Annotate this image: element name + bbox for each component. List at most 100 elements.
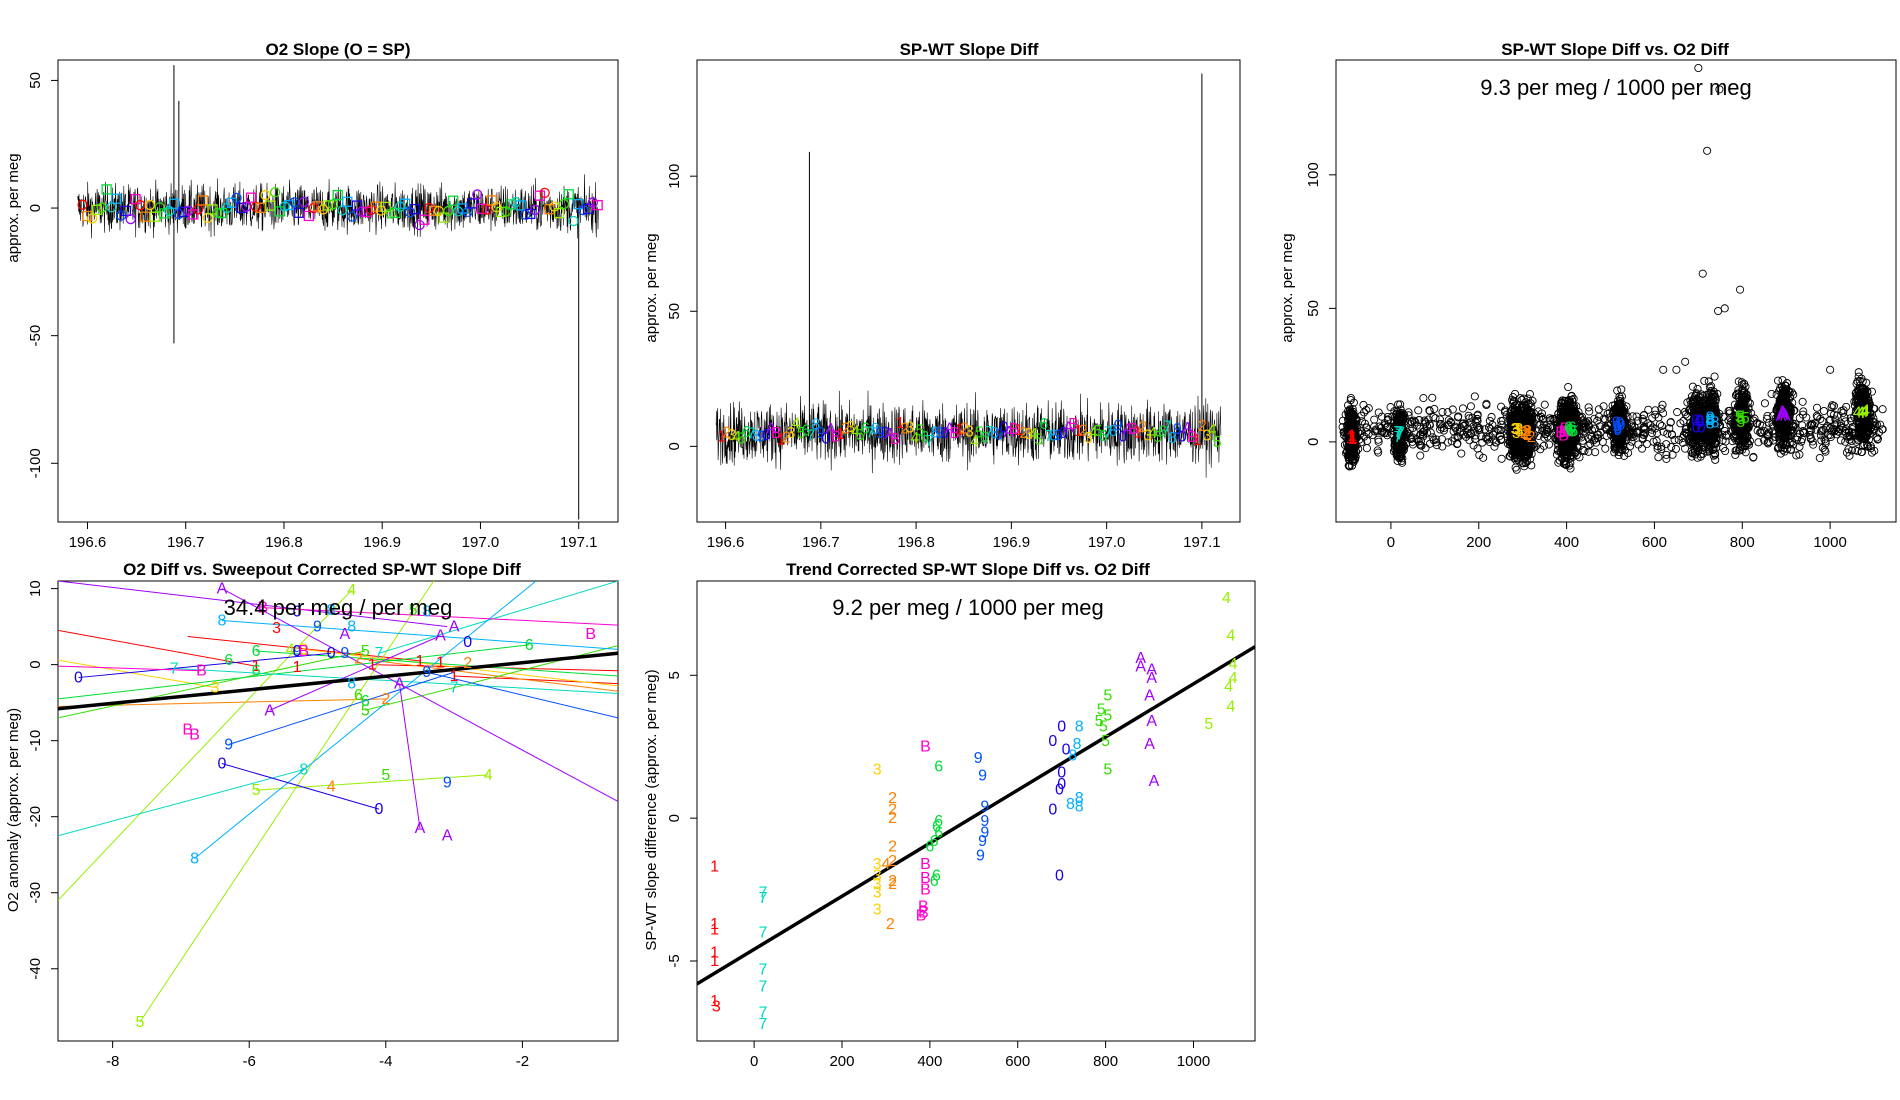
marker-label: 2 xyxy=(1019,425,1028,442)
point-label: 1 xyxy=(293,659,302,676)
y-tick-label: 0 xyxy=(27,204,44,212)
marker-label: 8 xyxy=(990,425,999,442)
scatter-point xyxy=(1647,428,1657,438)
marker-square xyxy=(361,206,372,218)
x-tick-label: 196.9 xyxy=(363,534,401,551)
cluster-label: 4 xyxy=(1861,403,1870,420)
marker-label: 6 xyxy=(980,429,989,446)
scatter-point xyxy=(1480,425,1489,434)
connector-line xyxy=(58,589,353,901)
scatter-point xyxy=(1655,420,1665,429)
scatter-point xyxy=(1584,447,1593,456)
marker-label: A xyxy=(944,420,955,437)
scatter-point xyxy=(1458,430,1467,439)
plot-frame xyxy=(696,580,1256,1042)
point-label: 0 xyxy=(1048,733,1057,750)
scatter-outlier xyxy=(1694,63,1703,73)
y-axis-label: approx. per meg xyxy=(5,153,22,262)
marker-circle xyxy=(346,211,358,222)
marker-label: 6 xyxy=(1099,428,1108,445)
panel-title: SP-WT Slope Diff xyxy=(900,40,1039,59)
scatter-point xyxy=(1543,423,1552,432)
scatter-point xyxy=(1666,418,1675,427)
scatter-point xyxy=(1507,418,1516,427)
scatter-point xyxy=(1349,412,1358,421)
scatter-point xyxy=(1538,423,1547,432)
scatter-point xyxy=(1637,444,1647,453)
marker-label: 5 xyxy=(1153,429,1162,446)
scatter-point xyxy=(1798,421,1807,430)
scatter-point xyxy=(1847,446,1857,455)
scatter-point xyxy=(1841,437,1850,446)
point-label: 0 xyxy=(1055,782,1064,799)
scatter-point xyxy=(1497,454,1506,463)
point-label: 5 xyxy=(252,782,261,799)
scatter-point xyxy=(1425,421,1434,430)
plot-frame xyxy=(57,59,619,523)
y-axis-label: approx. per meg xyxy=(643,233,660,342)
point-label: 7 xyxy=(758,962,767,979)
scatter-point xyxy=(1419,427,1428,437)
scatter-point xyxy=(1396,400,1405,409)
scatter-point xyxy=(1812,411,1821,420)
point-label: 3 xyxy=(272,620,281,637)
scatter-point xyxy=(1465,414,1474,423)
point-label: B xyxy=(196,663,207,680)
marker-label: 2 xyxy=(841,420,850,437)
point-label: 9 xyxy=(422,664,431,681)
marker-label: 3 xyxy=(906,419,915,436)
marker-label: 5 xyxy=(856,427,865,444)
scatter-point xyxy=(1836,419,1846,428)
marker-square xyxy=(486,195,497,206)
point-label: 8 xyxy=(299,762,308,779)
marker-label: 4 xyxy=(970,433,979,450)
marker-label: 4 xyxy=(1148,425,1157,442)
marker-label: 6 xyxy=(802,422,811,439)
scatter-point xyxy=(1348,448,1357,457)
point-label: 9 xyxy=(313,619,322,636)
scatter-outlier xyxy=(1703,146,1712,155)
x-tick-label: -8 xyxy=(106,1053,119,1070)
marker-label: 9 xyxy=(1114,418,1123,435)
marker-label: 2 xyxy=(1079,422,1088,439)
marker-label: 3 xyxy=(727,427,736,444)
scatter-point xyxy=(1836,421,1846,430)
marker-label: 6 xyxy=(920,429,929,446)
scatter-point xyxy=(1601,444,1610,453)
series-line xyxy=(715,390,1222,478)
scatter-point xyxy=(1362,406,1371,415)
scatter-point xyxy=(1815,453,1824,463)
marker-label: 5 xyxy=(737,431,746,448)
marker-label: 8 xyxy=(752,428,761,445)
scatter-point xyxy=(1343,407,1353,416)
scatter-point xyxy=(1443,438,1452,447)
scatter-point xyxy=(1818,443,1827,452)
marker-square xyxy=(245,192,257,203)
scatter-point xyxy=(1809,440,1818,449)
scatter-point xyxy=(1487,412,1496,422)
scatter-point xyxy=(1844,445,1853,454)
scatter-point xyxy=(1876,420,1885,429)
scatter-point xyxy=(1599,414,1608,423)
point-label: 4 xyxy=(1222,590,1231,607)
marker-label: 1 xyxy=(1133,424,1142,441)
slope-annotation: 9.2 per meg / 1000 per meg xyxy=(832,595,1104,620)
marker-label: 5 xyxy=(975,425,984,442)
marker-label: B xyxy=(1009,421,1020,438)
scatter-point xyxy=(1806,420,1815,429)
scatter-point xyxy=(1652,436,1661,445)
scatter-point xyxy=(1511,452,1520,461)
scatter-point xyxy=(1407,434,1416,443)
marker-label: 3 xyxy=(1084,430,1093,447)
marker-label: 0 xyxy=(1000,420,1009,437)
x-tick-label: 196.9 xyxy=(993,534,1031,551)
scatter-point xyxy=(1658,400,1667,409)
marker-circle xyxy=(568,215,579,227)
y-tick-label: -10 xyxy=(27,730,44,752)
point-label: A xyxy=(339,626,350,643)
scatter-point xyxy=(1821,439,1830,448)
scatter-point xyxy=(1431,414,1440,423)
scatter-point xyxy=(1466,430,1475,439)
point-label: B xyxy=(299,643,310,660)
marker-label: 7 xyxy=(1104,425,1113,442)
